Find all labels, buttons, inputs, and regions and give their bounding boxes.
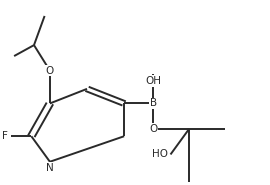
- Text: B: B: [150, 98, 157, 108]
- Text: O: O: [149, 124, 157, 134]
- Text: OH: OH: [145, 76, 161, 86]
- Text: HO: HO: [152, 149, 168, 159]
- Text: O: O: [46, 66, 54, 76]
- Text: N: N: [46, 163, 54, 173]
- Text: F: F: [2, 131, 8, 141]
